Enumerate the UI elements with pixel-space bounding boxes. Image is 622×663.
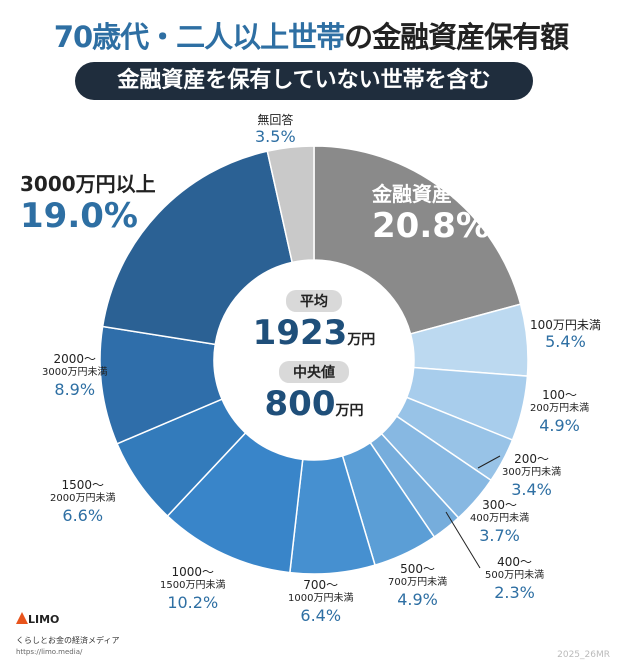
label-text-2: 200万円未満: [530, 403, 590, 414]
title-highlight: 70歳代・二人以上世帯: [53, 20, 345, 54]
label-text: 100〜: [542, 388, 577, 402]
slice-0: [313, 145, 522, 335]
image-code: 2025_26MR: [557, 650, 610, 660]
slice-11: [101, 150, 294, 346]
slice-label-5: 400〜 500万円未満 2.3%: [485, 555, 544, 603]
value-label: 3.5%: [255, 127, 296, 146]
label-text-2: 300万円未満: [502, 467, 562, 478]
average-label: 平均: [286, 290, 342, 312]
label-text: 300〜: [482, 498, 517, 512]
tagline: くらしとお金の経済メディア: [16, 636, 120, 645]
value-label: 10.2%: [167, 593, 219, 612]
center-summary: 平均 1923万円 中央値 800万円: [214, 290, 414, 432]
label-text-2: 1500万円未満: [160, 580, 226, 591]
value-label: 19.0%: [20, 196, 138, 236]
slice-label-7: 700〜 1000万円未満 6.4%: [288, 578, 353, 626]
label-text: 1500〜: [61, 478, 104, 492]
slice-label-11: 3000万円以上 19.0%: [20, 172, 156, 236]
label-text: 100万円未満: [530, 318, 601, 332]
average-value: 1923万円: [214, 312, 414, 361]
limo-logo: LIMO: [16, 612, 59, 626]
logo-text: LIMO: [28, 613, 60, 626]
logo-mark-icon: [16, 612, 28, 624]
slice-label-4: 300〜 400万円未満 3.7%: [470, 498, 529, 546]
median-number: 800: [264, 384, 336, 424]
value-label: 8.9%: [54, 380, 96, 399]
label-text-2: 2000万円未満: [50, 493, 116, 504]
label-text: 無回答: [257, 113, 294, 127]
label-text: 2000〜: [53, 352, 96, 366]
average-unit: 万円: [347, 332, 376, 348]
slice-label-12: 無回答 3.5%: [255, 113, 296, 147]
label-text: 200〜: [514, 452, 549, 466]
subtitle-badge: 金融資産を保有していない世帯を含む: [75, 62, 533, 100]
title-rest: の金融資産保有額: [344, 20, 569, 54]
label-text: 金融資産非保有: [372, 182, 512, 206]
value-label: 3.7%: [479, 526, 520, 545]
label-text: 400〜: [497, 555, 532, 569]
value-label: 3.4%: [511, 480, 552, 499]
chart-title: 70歳代・二人以上世帯の金融資産保有額: [0, 14, 622, 56]
label-text-2: 400万円未満: [470, 513, 530, 524]
label-text-2: 1000万円未満: [288, 593, 354, 604]
label-text: 1000〜: [171, 565, 214, 579]
average-number: 1923: [252, 313, 348, 353]
value-label: 6.4%: [300, 606, 342, 625]
slice-label-3: 200〜 300万円未満 3.4%: [502, 452, 561, 500]
slice-label-8: 1000〜 1500万円未満 10.2%: [160, 565, 225, 613]
median-unit: 万円: [335, 403, 364, 419]
slice-12: [266, 145, 315, 264]
value-label: 20.8%: [372, 206, 490, 246]
slice-label-1: 100万円未満 5.4%: [530, 318, 601, 352]
label-text-2: 500万円未満: [485, 570, 545, 581]
slice-label-10: 2000〜 3000万円未満 8.9%: [42, 352, 107, 400]
label-text: 500〜: [400, 562, 435, 576]
slice-label-0: 金融資産非保有 20.8%: [372, 182, 512, 246]
label-text-2: 3000万円未満: [42, 367, 108, 378]
label-text: 3000万円以上: [20, 172, 156, 196]
slice-label-2: 100〜 200万円未満 4.9%: [530, 388, 589, 436]
leader-line-200-300: [477, 455, 501, 469]
median-label: 中央値: [279, 361, 349, 383]
label-text: 700〜: [303, 578, 339, 592]
median-value: 800万円: [214, 383, 414, 432]
slice-label-6: 500〜 700万円未満 4.9%: [388, 562, 447, 610]
value-label: 2.3%: [494, 583, 535, 602]
value-label: 4.9%: [539, 416, 580, 435]
slice-label-9: 1500〜 2000万円未満 6.6%: [50, 478, 115, 526]
label-text-2: 700万円未満: [388, 577, 448, 588]
leader-line-400-500: [445, 511, 481, 569]
value-label: 6.6%: [62, 506, 104, 525]
value-label: 5.4%: [545, 332, 586, 351]
value-label: 4.9%: [397, 590, 438, 609]
site-url: https://limo.media/: [16, 648, 83, 656]
